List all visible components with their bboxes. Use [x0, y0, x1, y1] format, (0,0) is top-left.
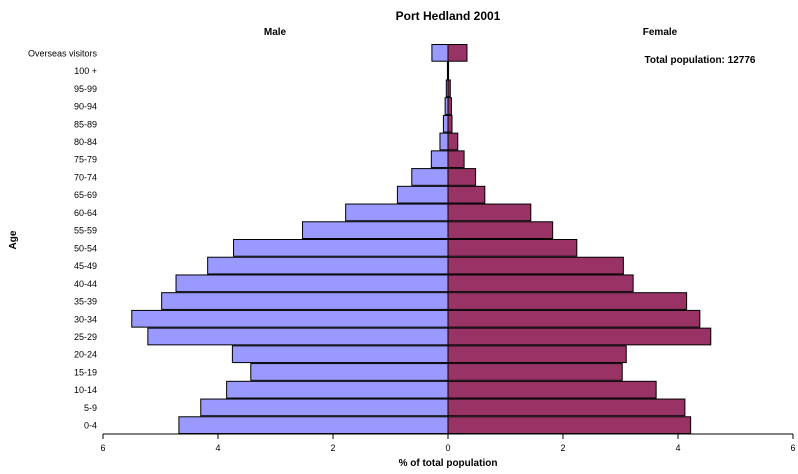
- category-label-15: 30-34: [74, 314, 97, 324]
- y-axis-label: Age: [8, 230, 19, 249]
- x-tick-label-5: 4: [675, 443, 680, 453]
- male-bar-19: [226, 380, 449, 399]
- male-bar-8: [396, 185, 449, 204]
- male-bar-11: [233, 239, 449, 257]
- male-bar-20: [200, 398, 449, 417]
- category-label-9: 60-64: [74, 208, 97, 218]
- male-bar-10: [302, 221, 449, 239]
- female-bar-10: [447, 221, 554, 239]
- category-label-19: 10-14: [74, 385, 97, 395]
- male-bar-16: [147, 327, 449, 346]
- category-label-21: 0-4: [84, 421, 97, 431]
- category-label-13: 40-44: [74, 279, 97, 289]
- x-tick-label-0: 6: [100, 443, 105, 453]
- x-axis-label: % of total population: [399, 458, 498, 469]
- female-bar-17: [447, 345, 627, 364]
- male-bar-0: [431, 44, 449, 62]
- category-label-18: 15-19: [74, 367, 97, 377]
- female-bar-18: [447, 363, 623, 381]
- chart-title: Port Hedland 2001: [396, 9, 501, 23]
- category-label-4: 85-89: [74, 119, 97, 129]
- x-tick-label-6: 6: [790, 443, 795, 453]
- category-label-3: 90-94: [74, 102, 97, 112]
- female-bar-16: [447, 327, 712, 346]
- category-label-5: 80-84: [74, 137, 97, 147]
- male-bar-12: [207, 256, 449, 275]
- female-bar-15: [447, 309, 701, 328]
- female-header: Female: [643, 27, 678, 38]
- female-bar-19: [447, 380, 657, 399]
- category-label-17: 20-24: [74, 350, 97, 360]
- male-bar-21: [178, 416, 449, 435]
- female-bar-9: [447, 203, 532, 222]
- x-tick-label-2: 2: [330, 443, 335, 453]
- female-bar-14: [447, 292, 688, 310]
- female-bar-4: [447, 114, 453, 133]
- category-label-2: 95-99: [74, 84, 97, 94]
- female-bar-21: [447, 416, 692, 435]
- male-bar-5: [439, 132, 449, 151]
- male-bar-4: [442, 114, 449, 133]
- male-bar-15: [131, 309, 449, 328]
- x-tick-label-4: 2: [560, 443, 565, 453]
- category-label-10: 55-59: [74, 226, 97, 236]
- category-label-7: 70-74: [74, 172, 97, 182]
- female-bar-0: [447, 44, 468, 62]
- female-bar-5: [447, 132, 459, 151]
- male-bar-9: [345, 203, 449, 222]
- category-label-11: 50-54: [74, 243, 97, 253]
- category-label-1: 100 +: [74, 66, 97, 76]
- female-bar-3: [447, 97, 452, 115]
- category-label-12: 45-49: [74, 261, 97, 271]
- female-bar-8: [447, 185, 486, 204]
- x-tick-label-3: 0: [445, 443, 450, 453]
- male-bar-7: [411, 168, 449, 186]
- female-bar-6: [447, 150, 465, 169]
- male-header: Male: [264, 27, 287, 38]
- male-bar-17: [231, 345, 449, 364]
- bars: [131, 44, 712, 435]
- category-label-8: 65-69: [74, 190, 97, 200]
- total-population-annotation: Total population: 12776: [645, 55, 756, 66]
- category-labels: Overseas visitors 100 + 95-99 90-94 85-89 80-…: [28, 48, 98, 430]
- male-bar-13: [175, 274, 449, 293]
- female-bar-20: [447, 398, 686, 417]
- category-label-20: 5-9: [84, 403, 97, 413]
- x-tick-label-1: 4: [215, 443, 220, 453]
- male-bar-18: [250, 363, 449, 381]
- male-bar-6: [430, 150, 449, 169]
- x-axis: 6 4 2 0 2 4 6: [100, 44, 796, 453]
- female-bar-12: [447, 256, 624, 275]
- female-bar-13: [447, 274, 634, 293]
- category-label-16: 25-29: [74, 332, 97, 342]
- category-label-6: 75-79: [74, 155, 97, 165]
- male-bar-14: [161, 292, 449, 310]
- category-label-14: 35-39: [74, 297, 97, 307]
- female-bar-11: [447, 239, 578, 257]
- female-bar-7: [447, 168, 477, 186]
- category-label-0: Overseas visitors: [28, 48, 98, 58]
